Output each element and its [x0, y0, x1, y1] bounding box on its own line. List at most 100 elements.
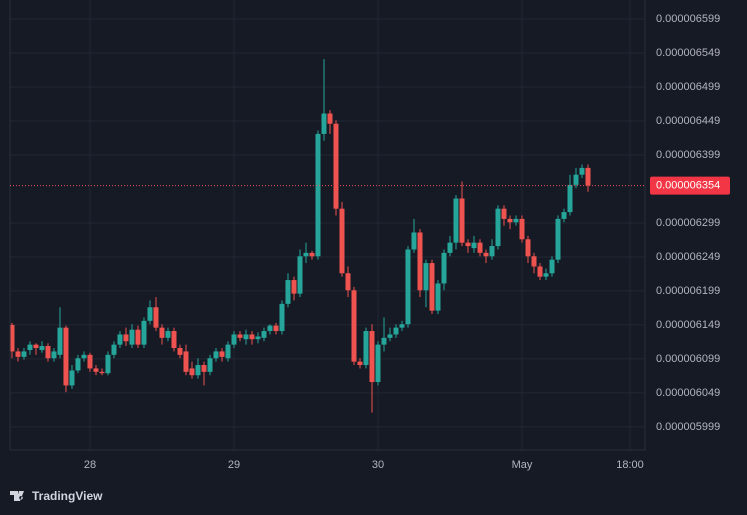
- candle-body: [153, 307, 159, 328]
- candle-body: [219, 351, 225, 357]
- candle-body: [177, 348, 183, 355]
- candle-body: [387, 334, 393, 338]
- x-tick-label: 28: [84, 459, 96, 471]
- x-tick-label: May: [512, 459, 533, 471]
- candle-body: [159, 327, 165, 338]
- y-tick-label: 0.000006399: [656, 149, 720, 161]
- candle-body: [189, 368, 195, 376]
- candle-body: [435, 283, 441, 311]
- candle-body: [237, 334, 243, 338]
- candle-body: [411, 232, 417, 250]
- candle-body: [513, 218, 519, 223]
- candle-body: [393, 327, 399, 335]
- candle-body: [105, 354, 111, 374]
- brand-logo[interactable]: TradingView: [10, 489, 103, 503]
- candle-body: [147, 307, 153, 321]
- y-tick-label: 0.000005999: [656, 421, 720, 433]
- candle-body: [297, 256, 303, 294]
- candle-body: [69, 370, 75, 386]
- candle-body: [33, 344, 39, 349]
- candle-body: [279, 303, 285, 332]
- candle-body: [525, 239, 531, 257]
- candle-body: [327, 113, 333, 124]
- candle-body: [303, 252, 309, 257]
- candle-body: [423, 263, 429, 291]
- candle-body: [243, 334, 249, 340]
- candle-body: [459, 198, 465, 243]
- candle-body: [45, 345, 51, 359]
- candle-body: [351, 290, 357, 362]
- candle-body: [345, 273, 351, 291]
- candle-body: [585, 167, 591, 186]
- candle-body: [99, 371, 105, 374]
- y-tick-label: 0.000006049: [656, 387, 720, 399]
- candle-body: [495, 208, 501, 247]
- candle-body: [543, 273, 549, 277]
- candle-body: [537, 266, 543, 277]
- candle-body: [213, 351, 219, 359]
- candle-body: [225, 344, 231, 359]
- grid: [10, 0, 645, 450]
- brand-name: TradingView: [32, 489, 103, 503]
- candle-body: [267, 325, 273, 332]
- candle-body: [15, 351, 21, 357]
- candle-body: [381, 337, 387, 345]
- candle-body: [477, 242, 483, 253]
- logo-icon: [10, 491, 24, 501]
- candle-body: [363, 331, 369, 366]
- y-tick-label: 0.000006199: [656, 285, 720, 297]
- candle-body: [555, 218, 561, 260]
- candle-body: [501, 208, 507, 219]
- candle-body: [63, 327, 69, 386]
- candle-body: [39, 345, 45, 351]
- candles: [9, 59, 591, 413]
- candle-body: [195, 365, 201, 376]
- candle-body: [531, 256, 537, 267]
- candle-body: [81, 354, 87, 359]
- last-price-label: 0.000006354: [656, 179, 720, 191]
- candle-body: [333, 123, 339, 209]
- x-tick-label: 18:00: [616, 459, 644, 471]
- overlay: 0.000006354: [10, 176, 730, 195]
- candle-body: [141, 320, 147, 345]
- candle-body: [567, 184, 573, 213]
- candle-body: [117, 334, 123, 345]
- candle-body: [441, 252, 447, 284]
- y-tick-label: 0.000006449: [656, 115, 720, 127]
- y-tick-label: 0.000006549: [656, 47, 720, 59]
- candle-body: [339, 208, 345, 274]
- x-tick-label: 29: [228, 459, 240, 471]
- candle-body: [447, 242, 453, 253]
- candle-body: [129, 329, 135, 345]
- candle-body: [285, 280, 291, 304]
- y-tick-label: 0.000006299: [656, 217, 720, 229]
- candle-body: [291, 280, 297, 294]
- candle-body: [201, 365, 207, 372]
- candle-body: [549, 259, 555, 274]
- candle-body: [369, 331, 375, 383]
- candle-body: [417, 232, 423, 291]
- candle-body: [75, 358, 81, 371]
- candle-body: [165, 331, 171, 338]
- candle-body: [21, 351, 27, 357]
- y-tick-label: 0.000006499: [656, 81, 720, 93]
- candle-body: [507, 218, 513, 223]
- candle-body: [87, 354, 93, 369]
- candle-body: [9, 324, 15, 352]
- candle-body: [51, 351, 57, 359]
- candle-body: [207, 358, 213, 372]
- candle-body: [231, 334, 237, 345]
- y-tick-label: 0.000006149: [656, 319, 720, 331]
- y-tick-label: 0.000006099: [656, 353, 720, 365]
- candle-body: [519, 218, 525, 240]
- candle-body: [111, 344, 117, 355]
- candle-body: [429, 263, 435, 311]
- candle-body: [123, 334, 129, 342]
- candle-body: [57, 327, 63, 355]
- candle-body: [321, 113, 327, 134]
- candle-body: [561, 212, 567, 219]
- x-tick-label: 30: [372, 459, 384, 471]
- candle-body: [489, 246, 495, 257]
